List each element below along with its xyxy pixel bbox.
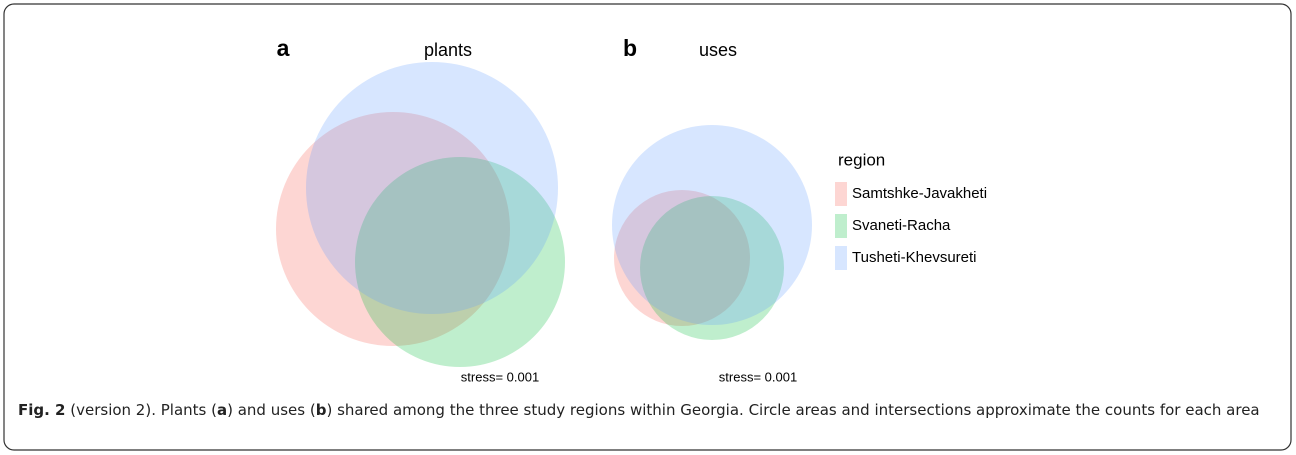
panel-letter: a xyxy=(277,35,290,61)
legend-label: Tusheti-Khevsureti xyxy=(852,249,977,266)
frame xyxy=(3,3,1292,451)
panel-title: uses xyxy=(699,40,737,60)
caption-label: Fig. 2 xyxy=(18,401,66,419)
stress-label: stress= 0.001 xyxy=(461,369,539,384)
circle-tusheti xyxy=(612,125,812,325)
legend-label: Svaneti-Racha xyxy=(852,217,951,234)
panel-letter: b xyxy=(623,35,637,61)
caption: Fig. 2 (version 2). Plants (a) and uses … xyxy=(18,397,1280,424)
caption-text: a xyxy=(216,401,228,419)
legend-swatch xyxy=(835,182,847,206)
legend-swatch xyxy=(835,214,847,238)
panel-title: plants xyxy=(424,40,472,60)
circle-svaneti xyxy=(355,157,565,367)
caption-text: (version 2). Plants ( xyxy=(65,401,217,419)
circle-svaneti xyxy=(640,196,784,340)
circle-tusheti xyxy=(306,62,558,314)
stress-label: stress= 0.001 xyxy=(719,369,797,384)
caption-text: b xyxy=(315,401,327,419)
legend-swatch xyxy=(835,246,847,270)
circle-samtshke xyxy=(614,190,750,326)
circle-samtshke xyxy=(276,112,510,346)
caption-text: ) and uses ( xyxy=(227,401,316,419)
legend-title: region xyxy=(838,150,885,169)
legend-label: Samtshke-Javakheti xyxy=(852,185,987,202)
caption-text: ) shared among the three study regions w… xyxy=(326,401,1260,419)
